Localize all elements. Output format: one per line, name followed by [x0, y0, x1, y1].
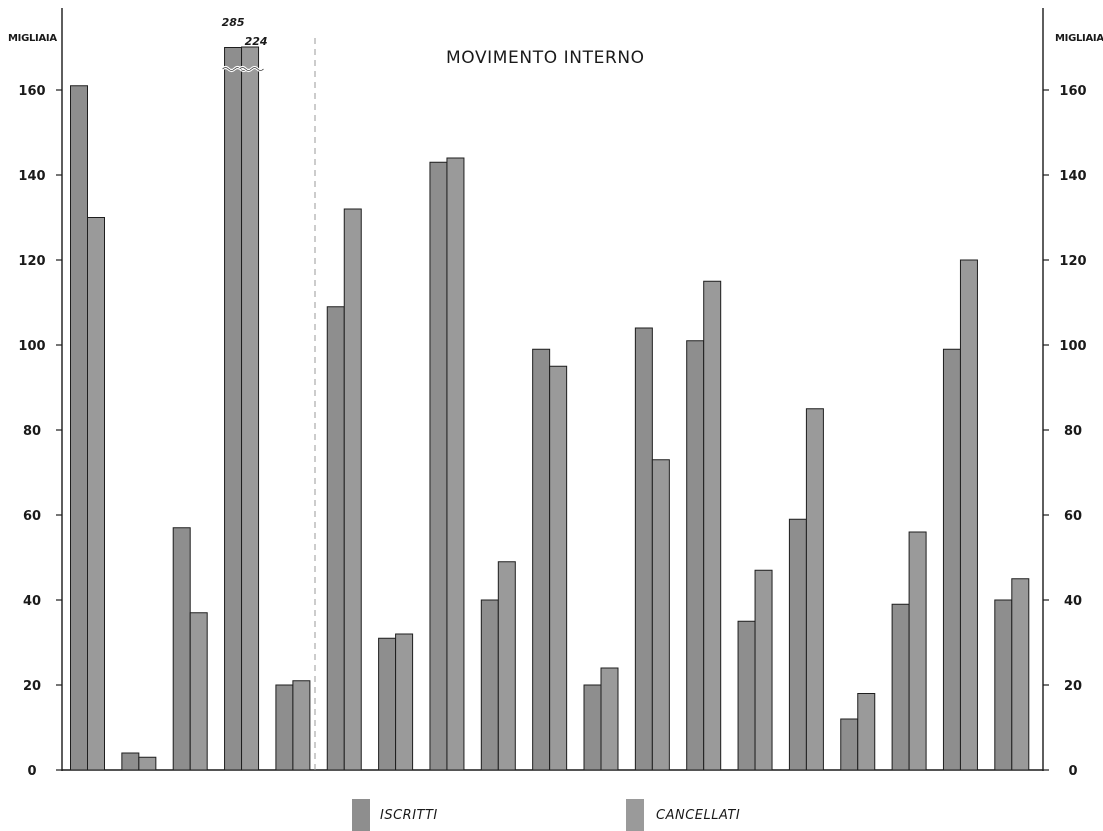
bar-iscritti — [583, 684, 602, 771]
bar-cancellati — [395, 633, 414, 771]
bar-cancellati — [754, 569, 773, 771]
bar-iscritti — [788, 518, 807, 771]
axis-break-mark — [239, 67, 264, 71]
bar-cancellati — [241, 46, 260, 771]
y-tick-label-left: 100 — [18, 339, 45, 354]
y-tick-label-right: 40 — [1064, 594, 1082, 609]
bar-cancellati — [805, 408, 824, 771]
bar-iscritti — [121, 752, 140, 771]
bar-iscritti — [172, 527, 191, 771]
data-label: 224 — [245, 35, 268, 48]
bar-iscritti — [891, 603, 910, 771]
bar-iscritti — [429, 161, 448, 771]
y-tick-label-right: 140 — [1059, 169, 1086, 184]
bar-iscritti — [378, 637, 397, 771]
bar-cancellati — [703, 280, 722, 771]
y-tick-label-left: 40 — [23, 594, 41, 609]
bar-iscritti — [737, 620, 756, 771]
bar-iscritti — [942, 348, 961, 771]
bar-iscritti — [480, 599, 499, 771]
bar-iscritti — [634, 327, 653, 771]
bar-iscritti — [275, 684, 294, 771]
y-tick-label-left: 0 — [27, 764, 36, 779]
legend-swatch-cancellati — [626, 799, 644, 831]
chart-title: MOVIMENTO INTERNO — [446, 48, 645, 68]
y-tick-label-right: 0 — [1068, 764, 1077, 779]
bar-iscritti — [840, 718, 859, 771]
y-tick-label-right: 160 — [1059, 84, 1086, 99]
bar-cancellati — [1011, 578, 1030, 771]
y-tick-label-right: 80 — [1064, 424, 1082, 439]
bar-cancellati — [138, 756, 157, 771]
bar-iscritti — [994, 599, 1013, 771]
bar-iscritti — [686, 340, 705, 771]
bar-cancellati — [343, 208, 362, 771]
y-tick-label-right: 60 — [1064, 509, 1082, 524]
bar-iscritti — [70, 85, 88, 771]
y-tick-label-left: 80 — [23, 424, 41, 439]
axis-break-mark — [222, 67, 247, 71]
legend-label-iscritti: ISCRITTI — [380, 808, 438, 823]
bar-cancellati — [292, 680, 311, 771]
bar-cancellati — [857, 693, 876, 771]
bar-iscritti — [224, 47, 243, 771]
bar-iscritti — [532, 348, 551, 771]
y-tick-label-left: 120 — [18, 254, 45, 269]
bar-cancellati — [651, 459, 670, 771]
bar-cancellati — [959, 259, 978, 771]
bar-cancellati — [908, 531, 927, 771]
legend-swatch-iscritti — [352, 799, 370, 831]
y-tick-label-right: 100 — [1059, 339, 1086, 354]
legend-label-cancellati: CANCELLATI — [656, 808, 741, 823]
bar-cancellati — [189, 612, 208, 771]
data-label: 285 — [222, 16, 245, 29]
y-tick-label-left: 60 — [23, 509, 41, 524]
y-tick-label-right: 20 — [1064, 679, 1082, 694]
bar-cancellati — [87, 217, 105, 771]
bar-cancellati — [600, 667, 619, 771]
y-axis-unit-left: MIGLIAIA — [8, 33, 57, 44]
bar-cancellati — [549, 365, 568, 771]
y-axis-unit-right: MIGLIAIA — [1055, 33, 1103, 44]
bar-cancellati — [497, 561, 516, 771]
y-tick-label-right: 120 — [1059, 254, 1086, 269]
bar-iscritti — [326, 306, 345, 771]
bar-cancellati — [446, 157, 465, 771]
y-tick-label-left: 20 — [23, 679, 41, 694]
y-tick-label-left: 140 — [18, 169, 45, 184]
y-tick-label-left: 160 — [18, 84, 45, 99]
